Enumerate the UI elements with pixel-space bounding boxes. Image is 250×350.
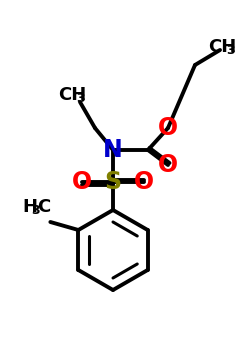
Text: N: N bbox=[103, 138, 123, 162]
Text: 3: 3 bbox=[76, 92, 84, 105]
Text: 3: 3 bbox=[31, 204, 40, 217]
Text: O: O bbox=[72, 170, 92, 194]
Text: S: S bbox=[104, 170, 122, 194]
Text: C: C bbox=[37, 198, 50, 216]
Text: CH: CH bbox=[58, 86, 86, 104]
Text: 3: 3 bbox=[226, 44, 234, 57]
Text: O: O bbox=[158, 153, 178, 177]
Text: O: O bbox=[158, 116, 178, 140]
Text: CH: CH bbox=[208, 38, 236, 56]
Text: H: H bbox=[22, 198, 37, 216]
Text: O: O bbox=[134, 170, 154, 194]
